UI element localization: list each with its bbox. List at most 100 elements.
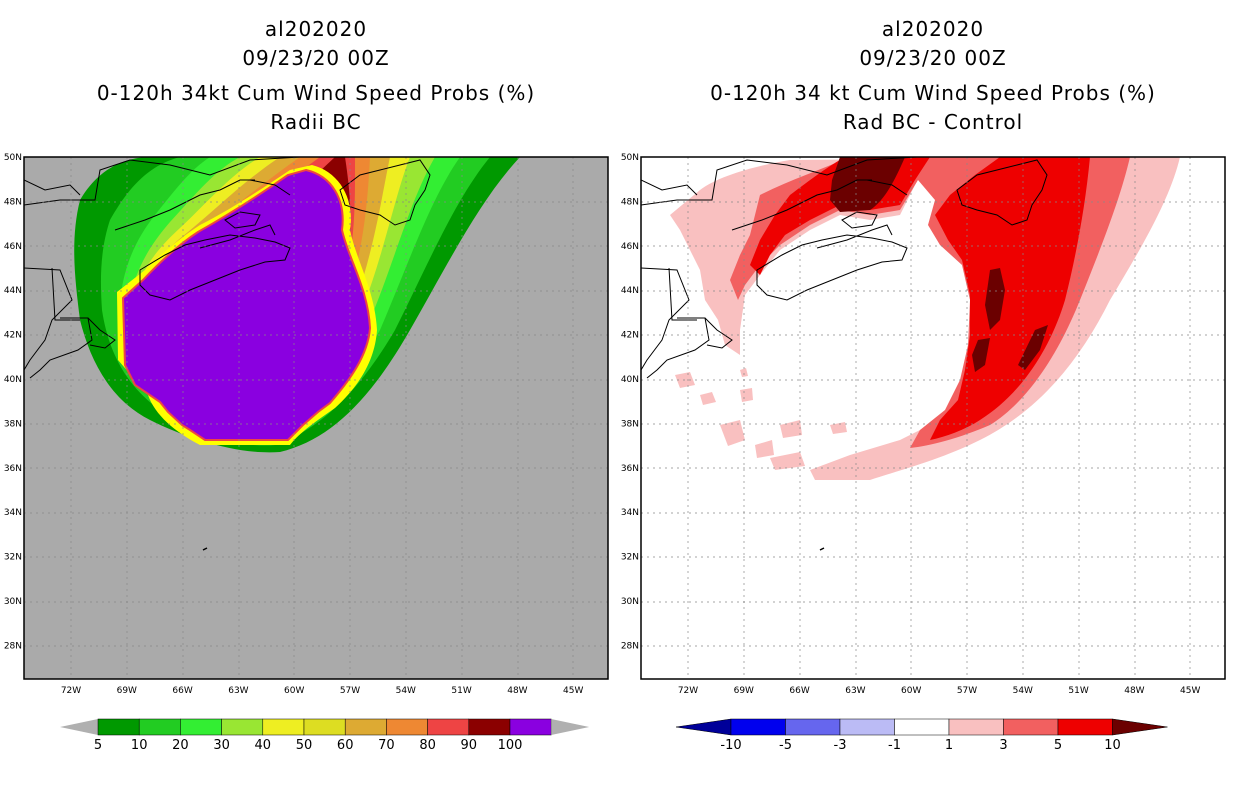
lat-tick-label: 46N <box>621 242 639 252</box>
lat-tick-label: 34N <box>621 508 639 518</box>
colorbar-swatch <box>948 718 1004 736</box>
colorbar-swatch <box>221 718 264 736</box>
colorbar-label: -10 <box>720 738 741 753</box>
colorbar-label: 5 <box>94 738 102 753</box>
colorbar-extend-high <box>1112 718 1168 736</box>
left-map <box>23 156 609 680</box>
left-colorbar: 5 10 20 30 40 50 60 70 80 90 100 <box>60 718 590 753</box>
left-prob-contours <box>74 157 520 453</box>
lat-tick-label: 50N <box>4 153 22 163</box>
left-datetime: 09/23/20 00Z <box>242 46 390 70</box>
lon-tick-label: 57W <box>957 686 977 696</box>
right-coastlines <box>641 157 1048 379</box>
colorbar-swatch <box>839 718 895 736</box>
right-map-frame <box>640 156 1226 680</box>
lat-tick-label: 38N <box>4 419 22 429</box>
colorbar-swatch <box>138 718 181 736</box>
colorbar-swatch <box>894 718 950 736</box>
colorbar-label: 30 <box>213 738 230 753</box>
lat-tick-label: 46N <box>4 242 22 252</box>
lon-tick-label: 69W <box>117 686 137 696</box>
colorbar-label: 60 <box>337 738 354 753</box>
colorbar-label: 10 <box>1104 738 1121 753</box>
colorbar-swatch <box>509 718 552 736</box>
lat-tick-label: 48N <box>621 197 639 207</box>
colorbar-swatch <box>468 718 511 736</box>
colorbar-swatch <box>785 718 841 736</box>
colorbar-label: 90 <box>461 738 478 753</box>
lat-tick-label: 40N <box>621 375 639 385</box>
colorbar-swatch <box>303 718 346 736</box>
colorbar-label: -3 <box>834 738 847 753</box>
lon-tick-label: 72W <box>61 686 81 696</box>
right-grid <box>641 157 1225 679</box>
right-colorbar: -10 -5 -3 -1 1 3 5 10 <box>675 718 1168 753</box>
colorbar-swatch <box>344 718 387 736</box>
left-small-island <box>202 547 208 551</box>
right-small-island <box>819 547 825 551</box>
lon-tick-label: 57W <box>340 686 360 696</box>
colorbar-swatch <box>1057 718 1113 736</box>
right-map <box>640 156 1226 680</box>
lon-tick-label: 51W <box>451 686 471 696</box>
lat-tick-label: 28N <box>4 641 22 651</box>
right-diff-contours <box>670 157 1180 480</box>
left-product: 0-120h 34kt Cum Wind Speed Probs (%) <box>96 81 536 105</box>
lat-tick-label: 34N <box>4 508 22 518</box>
colorbar-swatch <box>97 718 140 736</box>
colorbar-label: 10 <box>131 738 148 753</box>
lon-tick-label: 66W <box>172 686 192 696</box>
lon-tick-label: 48W <box>1124 686 1144 696</box>
lat-tick-label: 44N <box>621 286 639 296</box>
lon-tick-label: 60W <box>284 686 304 696</box>
lat-tick-label: 32N <box>621 553 639 563</box>
lat-tick-label: 38N <box>621 419 639 429</box>
colorbar-extend-low <box>675 718 732 736</box>
colorbar-swatch <box>730 718 786 736</box>
lon-tick-label: 45W <box>1180 686 1200 696</box>
colorbar-label: 50 <box>296 738 313 753</box>
colorbar-label: 20 <box>172 738 189 753</box>
right-subtitle: Rad BC - Control <box>842 110 1024 134</box>
colorbar-label: -1 <box>888 738 901 753</box>
left-coastlines <box>24 157 431 379</box>
right-panel-title: al202020 09/23/20 00Z 0-120h 34 kt Cum W… <box>641 15 1225 137</box>
lat-tick-label: 48N <box>4 197 22 207</box>
lat-tick-label: 42N <box>4 331 22 341</box>
lat-tick-label: 36N <box>621 464 639 474</box>
left-subtitle: Radii BC <box>270 110 362 134</box>
colorbar-label: 70 <box>378 738 395 753</box>
colorbar-swatch <box>386 718 428 736</box>
lon-tick-label: 54W <box>396 686 416 696</box>
left-lon-ticks: 72W 69W 66W 63W 60W 57W 54W 51W 48W 45W <box>61 686 584 696</box>
left-lat-ticks: 50N 48N 46N 44N 42N 40N 38N 36N 34N 32N 30N 28N <box>4 153 22 651</box>
colorbar-label: 100 <box>498 738 523 753</box>
colorbar-label: 1 <box>945 738 953 753</box>
colorbar-swatch <box>1003 718 1059 736</box>
lon-tick-label: 63W <box>845 686 865 696</box>
colorbar-label: 40 <box>255 738 272 753</box>
colorbar-label: -5 <box>779 738 792 753</box>
right-storm-id: al202020 <box>881 17 985 41</box>
lat-tick-label: 28N <box>621 641 639 651</box>
right-datetime: 09/23/20 00Z <box>859 46 1007 70</box>
colorbar-swatch <box>427 718 470 736</box>
colorbar-label: 3 <box>999 738 1007 753</box>
left-map-frame <box>23 156 609 680</box>
lon-tick-label: 45W <box>563 686 583 696</box>
colorbar-label: 5 <box>1054 738 1062 753</box>
lon-tick-label: 63W <box>228 686 248 696</box>
lat-tick-label: 50N <box>621 153 639 163</box>
lat-tick-label: 42N <box>621 331 639 341</box>
colorbar-swatch <box>180 718 222 736</box>
lon-tick-label: 69W <box>734 686 754 696</box>
colorbar-label: 80 <box>419 738 436 753</box>
colorbar-swatch <box>262 718 305 736</box>
colorbar-extend-high <box>551 719 590 735</box>
lat-tick-label: 40N <box>4 375 22 385</box>
lon-tick-label: 48W <box>507 686 527 696</box>
lon-tick-label: 60W <box>901 686 921 696</box>
lon-tick-label: 54W <box>1013 686 1033 696</box>
right-lat-ticks: 50N 48N 46N 44N 42N 40N 38N 36N 34N 32N 30N 28N <box>621 153 639 651</box>
